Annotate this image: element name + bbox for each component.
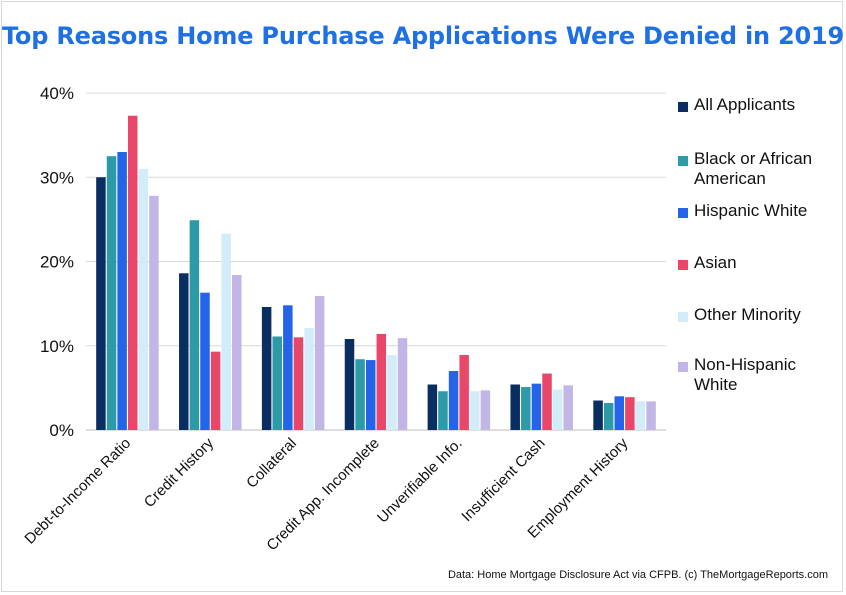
chart-title: Top Reasons Home Purchase Applications W… <box>1 22 845 50</box>
bar <box>117 151 127 430</box>
bar <box>355 359 365 430</box>
x-tick-label: Collateral <box>243 435 300 492</box>
legend-label: Hispanic White <box>694 201 808 220</box>
bar <box>427 384 438 430</box>
bar <box>521 387 531 430</box>
bar <box>149 195 159 430</box>
bar <box>448 371 459 430</box>
bar <box>96 177 106 430</box>
x-tick-label: Unverifiable Info. <box>374 435 466 527</box>
bar <box>531 383 542 430</box>
bar <box>344 339 355 430</box>
x-tick-label: Credit History <box>141 434 218 511</box>
legend-item: All Applicants <box>678 95 832 115</box>
bar <box>593 400 603 430</box>
bar <box>552 389 563 430</box>
x-tick-label: Insufficient Cash <box>458 435 548 525</box>
bar <box>459 355 469 430</box>
bar <box>304 328 314 430</box>
legend-swatch <box>678 260 688 270</box>
bar <box>563 385 573 430</box>
bar <box>138 168 149 430</box>
bar <box>635 401 646 430</box>
bar <box>210 351 221 430</box>
bar <box>480 390 491 430</box>
bar <box>221 233 231 430</box>
legend-item: Asian <box>678 253 832 273</box>
bar <box>314 296 325 430</box>
legend-item: Black or African American <box>678 149 832 189</box>
bar <box>283 305 293 430</box>
legend-item: Other Minority <box>678 305 832 325</box>
bar <box>232 274 242 430</box>
bar <box>614 396 625 430</box>
legend-swatch <box>678 102 688 112</box>
legend-item: Hispanic White <box>678 201 832 221</box>
bar <box>200 292 210 430</box>
bar <box>293 337 304 430</box>
bar <box>365 360 376 430</box>
bar <box>603 403 614 430</box>
bar <box>625 397 635 430</box>
legend-label: All Applicants <box>694 95 796 114</box>
bar <box>542 373 552 430</box>
legend-label: Other Minority <box>694 305 801 324</box>
legend-label: Black or African American <box>694 149 813 188</box>
x-tick-label: Debt-to-Income Ratio <box>21 435 134 548</box>
legend-item: Non-Hispanic White <box>678 355 832 395</box>
bar <box>272 336 282 430</box>
bar <box>470 391 480 430</box>
y-tick-label: 30% <box>40 168 74 187</box>
source-note: Data: Home Mortgage Disclosure Act via C… <box>447 569 828 581</box>
legend-swatch <box>678 312 688 322</box>
bar <box>261 306 272 430</box>
legend-swatch <box>678 362 688 372</box>
legend-label: Non-Hispanic White <box>694 355 797 394</box>
bar <box>106 156 117 430</box>
bar <box>189 220 200 430</box>
y-tick-label: 10% <box>40 337 74 356</box>
legend-swatch <box>678 156 688 166</box>
bar <box>438 391 448 430</box>
bar <box>127 115 138 430</box>
y-tick-label: 20% <box>40 253 74 272</box>
y-tick-label: 0% <box>49 421 74 440</box>
bar <box>376 333 387 430</box>
bar <box>387 355 397 430</box>
bar <box>179 273 189 430</box>
legend-label: Asian <box>694 253 737 272</box>
y-tick-label: 40% <box>40 84 74 103</box>
bar <box>646 401 656 430</box>
bar <box>397 338 408 430</box>
legend-swatch <box>678 208 688 218</box>
bar <box>510 384 520 430</box>
